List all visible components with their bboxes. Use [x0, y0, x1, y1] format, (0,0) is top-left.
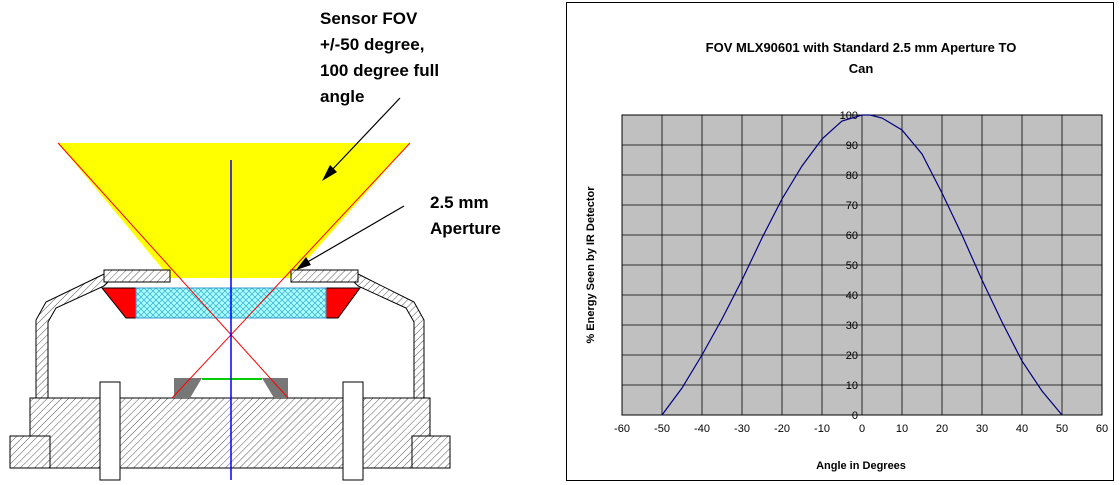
- x-tick-label: -30: [734, 423, 750, 435]
- y-tick-label: 20: [846, 350, 858, 362]
- grid-lines: [621, 114, 1103, 416]
- fov-arrowhead: [322, 165, 337, 181]
- fov-arrow: [329, 97, 401, 173]
- data-series: [661, 114, 1063, 416]
- x-tick-label: -50: [654, 423, 670, 435]
- window-support-right: [323, 287, 361, 319]
- x-axis-label: Angle in Degrees: [816, 460, 906, 472]
- detector-mount-left: [174, 378, 202, 398]
- aperture-arrow: [303, 205, 405, 265]
- cap-top-left: [103, 269, 171, 283]
- y-tick-labels: 0 10 20 30 40 50 60 70 80 90 100: [840, 110, 858, 422]
- fov-label-line-4: angle: [320, 87, 364, 106]
- x-tick-label: 60: [1096, 423, 1108, 435]
- ray-right: [171, 142, 411, 399]
- header-base: [29, 397, 431, 469]
- fov-label-line-1: Sensor FOV: [320, 9, 418, 28]
- fov-chart-panel: FOV MLX90601 with Standard 2.5 mm Apertu…: [566, 2, 1114, 481]
- fov-label-line-2: +/-50 degree,: [320, 35, 424, 54]
- y-tick-label: 40: [846, 290, 858, 302]
- aperture-label: 2.5 mm Aperture: [430, 193, 501, 238]
- y-tick-label: 100: [840, 110, 858, 122]
- lead-left: [99, 381, 121, 481]
- y-tick-label: 0: [852, 410, 858, 422]
- x-tick-label: 30: [976, 423, 988, 435]
- cap-top-right: [290, 269, 359, 283]
- fov-chart: FOV MLX90601 with Standard 2.5 mm Apertu…: [585, 40, 1108, 472]
- chart-title-line-2: Can: [849, 61, 874, 76]
- y-tick-label: 30: [846, 320, 858, 332]
- fov-cone: [58, 143, 410, 278]
- flange-right: [411, 435, 451, 469]
- ray-left: [57, 142, 289, 399]
- aperture-arrowhead: [296, 257, 311, 270]
- x-tick-label: 10: [896, 423, 908, 435]
- x-tick-label: -10: [814, 423, 830, 435]
- housing-wall-left: [35, 271, 109, 399]
- window-support-left: [100, 287, 141, 319]
- x-tick-label: 50: [1056, 423, 1068, 435]
- y-axis-label: % Energy Seen by IR Detector: [585, 186, 597, 344]
- x-tick-labels: -60 -50 -40 -30 -20 -10 0 10 20 30 40 50 60: [614, 423, 1108, 435]
- detector-mount-right: [262, 378, 288, 398]
- to-can-fov-diagram: Sensor FOV +/-50 degree, 100 degree full…: [9, 9, 501, 481]
- y-tick-label: 70: [846, 200, 858, 212]
- y-tick-label: 80: [846, 170, 858, 182]
- y-tick-label: 60: [846, 230, 858, 242]
- housing-wall-right: [353, 271, 425, 399]
- x-tick-label: 0: [859, 423, 865, 435]
- fov-label-line-3: 100 degree full: [320, 61, 439, 80]
- x-tick-label: 40: [1016, 423, 1028, 435]
- aperture-label-line-2: Aperture: [430, 219, 501, 238]
- y-tick-label: 90: [846, 140, 858, 152]
- x-tick-label: -40: [694, 423, 710, 435]
- aperture-label-line-1: 2.5 mm: [430, 193, 489, 212]
- y-tick-label: 10: [846, 380, 858, 392]
- flange-left: [9, 435, 51, 469]
- lead-right: [342, 381, 364, 481]
- x-tick-label: -60: [614, 423, 630, 435]
- fov-label: Sensor FOV +/-50 degree, 100 degree full…: [320, 9, 439, 106]
- x-tick-label: -20: [774, 423, 790, 435]
- series-line: [661, 114, 1063, 416]
- x-tick-label: 20: [936, 423, 948, 435]
- y-tick-label: 50: [846, 260, 858, 272]
- chart-title-line-1: FOV MLX90601 with Standard 2.5 mm Apertu…: [706, 40, 1017, 55]
